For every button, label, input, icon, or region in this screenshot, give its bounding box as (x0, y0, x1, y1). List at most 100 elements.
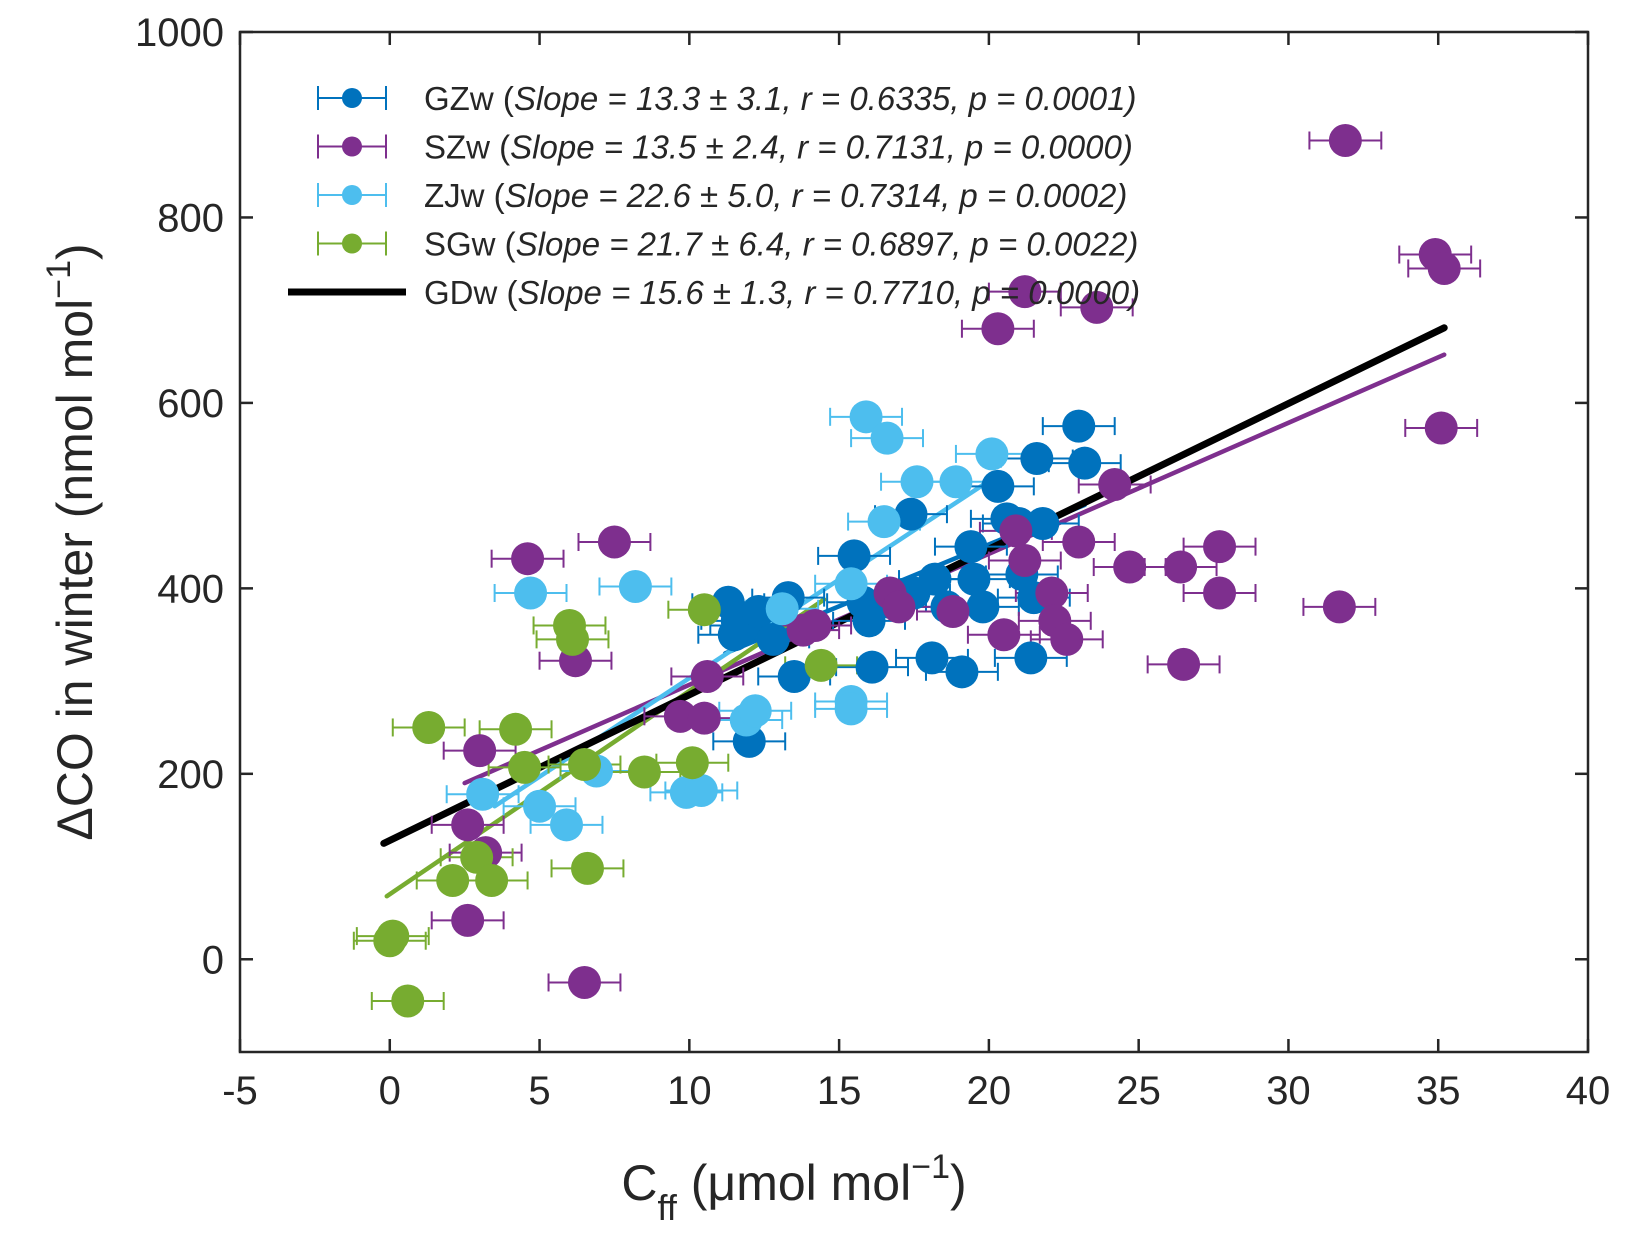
zjw-point (765, 592, 799, 626)
gdw-legend-label: GDw (Slope = 15.6 ± 1.3, r = 0.7710, p =… (424, 274, 1140, 311)
zjw-point (870, 421, 904, 455)
gzw-point (894, 497, 928, 531)
x-tick-label: 40 (1566, 1069, 1611, 1113)
szw-point (798, 608, 832, 642)
szw-point (567, 965, 601, 999)
sgw-point (412, 710, 446, 744)
zjw-legend-entry: ZJw (Slope = 22.6 ± 5.0, r = 0.7314, p =… (317, 177, 1127, 214)
x-axis-label-subscript: ff (657, 1187, 677, 1228)
plot-frame (238, 30, 1590, 1054)
zjw-point (550, 808, 584, 842)
szw-point (1424, 411, 1458, 445)
szw-point (1322, 590, 1356, 624)
zjw-point (523, 789, 557, 823)
zjw-point (849, 400, 883, 434)
y-tick-label: 600 (157, 382, 224, 426)
x-tick-label: 25 (1116, 1069, 1161, 1113)
gzw-point (945, 655, 979, 689)
y-axis-label-exponent: −1 (40, 260, 78, 299)
gzw-point (717, 618, 751, 652)
gzw-point (915, 641, 949, 675)
sgw-point (804, 648, 838, 682)
sgw-legend-label: SGw (Slope = 21.7 ± 6.4, r = 0.6897, p =… (424, 226, 1138, 263)
x-tick-label: 20 (967, 1069, 1012, 1113)
gzw-point (957, 562, 991, 596)
zjw-point (834, 692, 868, 726)
gzw-point (966, 590, 1000, 624)
sgw-point (627, 755, 661, 789)
gzw-point (1026, 506, 1060, 540)
szw-point (882, 590, 916, 624)
szw-point (1062, 525, 1096, 559)
sgw-point (499, 712, 533, 746)
sgw-legend-marker (342, 233, 362, 254)
sgw-point (508, 750, 542, 784)
szw-point (1203, 576, 1237, 610)
x-tick-label: 30 (1266, 1069, 1311, 1113)
szw-point (1008, 544, 1042, 578)
gzw-legend-label: GZw (Slope = 13.3 ± 3.1, r = 0.6335, p =… (424, 80, 1136, 117)
gzw-point (1062, 409, 1096, 443)
y-tick-labels: 0 200 400 600 800 1000 (135, 11, 224, 982)
x-tick-label: 15 (817, 1069, 862, 1113)
sgw-fit-line (384, 597, 827, 899)
zjw-legend-label: ZJw (Slope = 22.6 ± 5.0, r = 0.7314, p =… (424, 177, 1127, 214)
gzw-point (741, 595, 775, 629)
sgw-point (556, 622, 590, 656)
x-axis-label-exponent: −1 (911, 1148, 950, 1186)
szw-point (1203, 530, 1237, 564)
y-tick-label: 1000 (135, 11, 224, 55)
zjw-point (867, 505, 901, 539)
x-tick-label: 10 (667, 1069, 712, 1113)
szw-point (687, 701, 721, 735)
sgw-point (675, 746, 709, 780)
szw-point (1080, 290, 1114, 324)
szw-point (463, 734, 497, 768)
szw-legend-marker (342, 136, 362, 157)
szw-point (451, 808, 485, 842)
zjw-point (834, 567, 868, 601)
x-tick-label: 5 (528, 1069, 550, 1113)
y-tick-label: 800 (157, 196, 224, 240)
zjw-point (975, 437, 1009, 471)
szw-point (663, 699, 697, 733)
szw-point (1008, 275, 1042, 309)
sgw-point (475, 863, 509, 897)
szw-point (1035, 576, 1069, 610)
gzw-point (855, 650, 889, 684)
gzw-point (918, 562, 952, 596)
zjw-point (618, 570, 652, 604)
szw-point (1427, 251, 1461, 285)
sgw-point (376, 919, 410, 953)
gzw-point (777, 659, 811, 693)
x-tick-label: -5 (222, 1069, 258, 1113)
szw-point (936, 595, 970, 629)
y-tick-label: 400 (157, 567, 224, 611)
sgw-point (436, 863, 470, 897)
sgw-point (391, 984, 425, 1018)
szw-point (451, 903, 485, 937)
sgw-legend-entry: SGw (Slope = 21.7 ± 6.4, r = 0.6897, p =… (317, 226, 1138, 263)
gzw-point (1068, 446, 1102, 480)
sgw-point (570, 851, 604, 885)
x-axis-label: Cff (μmol mol−1) (621, 1148, 966, 1228)
szw-legend-entry: SZw (Slope = 13.5 ± 2.4, r = 0.7131, p =… (317, 129, 1133, 166)
zjw-point (738, 694, 772, 728)
zjw-point (684, 774, 718, 808)
szw-point (690, 659, 724, 693)
zjw-point (514, 576, 548, 610)
szw-point (987, 618, 1021, 652)
szw-point (1098, 468, 1132, 502)
gdw-legend-entry: GDw (Slope = 15.6 ± 1.3, r = 0.7710, p =… (288, 274, 1140, 311)
zjw-point (466, 777, 500, 811)
y-tick-label: 0 (202, 938, 224, 982)
x-tick-label: 0 (379, 1069, 401, 1113)
szw-point (597, 525, 631, 559)
szw-point (511, 542, 545, 576)
szw-point (1050, 622, 1084, 656)
gzw-point (954, 530, 988, 564)
x-tick-label: 35 (1416, 1069, 1461, 1113)
szw-legend-label: SZw (Slope = 13.5 ± 2.4, r = 0.7131, p =… (424, 129, 1133, 166)
